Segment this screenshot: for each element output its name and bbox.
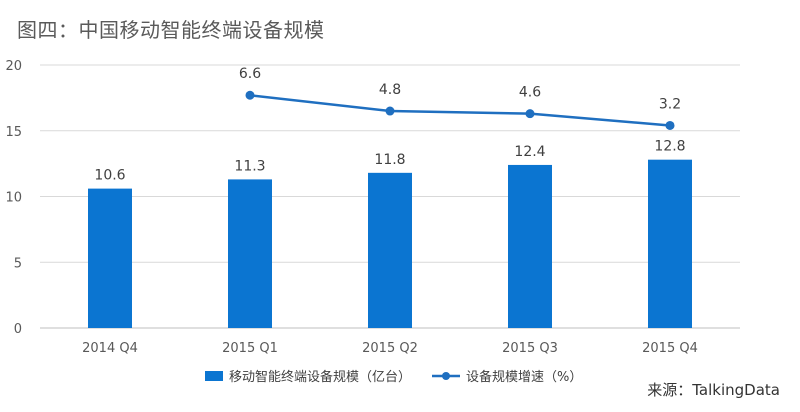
- line-point: [525, 109, 535, 119]
- legend: 移动智能终端设备规模（亿台） 设备规模增速（%）: [205, 369, 582, 385]
- x-tick-label: 2015 Q3: [502, 341, 558, 356]
- y-tick-label: 5: [14, 256, 22, 271]
- x-tick-label: 2015 Q4: [642, 341, 698, 356]
- x-tick-label: 2015 Q1: [222, 341, 278, 356]
- line-value-label: 3.2: [659, 96, 681, 112]
- bar-value-label: 12.4: [514, 144, 545, 160]
- source-note: 来源：TalkingData: [647, 381, 780, 399]
- growth-line: [249, 94, 671, 127]
- line-series: [245, 90, 675, 130]
- y-tick-label: 20: [5, 59, 22, 74]
- line-data-labels: 6.6 4.8 4.6 3.2: [239, 66, 681, 112]
- bar: [228, 179, 272, 328]
- legend-line-label: 设备规模增速（%）: [466, 369, 582, 385]
- bar: [508, 164, 552, 328]
- x-tick-label: 2014 Q4: [82, 341, 138, 356]
- bar-data-labels: 10.6 11.3 11.8 12.4 12.8: [94, 139, 685, 184]
- bar-value-label: 11.3: [234, 158, 265, 174]
- legend-bar-swatch: [205, 371, 223, 381]
- legend-bar-label: 移动智能终端设备规模（亿台）: [229, 369, 411, 385]
- y-tick-label: 10: [5, 191, 22, 206]
- y-tick-label: 15: [5, 125, 22, 140]
- bar-series: [88, 159, 692, 328]
- y-tick-label: 0: [14, 322, 22, 337]
- line-value-label: 4.8: [379, 82, 401, 98]
- line-point: [385, 106, 395, 116]
- bar: [88, 188, 132, 328]
- y-axis-ticks: 0 5 10 15 20: [5, 59, 22, 337]
- legend-line-marker: [442, 372, 450, 380]
- x-axis-ticks: 2014 Q4 2015 Q1 2015 Q2 2015 Q3 2015 Q4: [82, 341, 698, 356]
- bar-value-label: 10.6: [94, 168, 125, 184]
- line-point: [245, 90, 255, 100]
- bar-value-label: 12.8: [654, 139, 685, 155]
- line-value-label: 4.6: [519, 85, 541, 101]
- x-tick-label: 2015 Q2: [362, 341, 418, 356]
- chart-title: 图四：中国移动智能终端设备规模: [17, 18, 325, 42]
- bar: [368, 172, 412, 328]
- bar-value-label: 11.8: [374, 152, 405, 168]
- line-point: [665, 120, 675, 130]
- line-value-label: 6.6: [239, 66, 261, 82]
- bar: [648, 159, 692, 328]
